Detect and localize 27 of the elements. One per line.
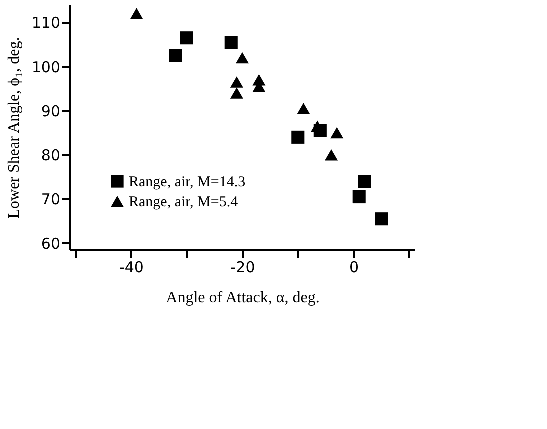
- point: [297, 103, 310, 114]
- y-axis-title: Lower Shear Angle, ϕ₁, deg.: [6, 37, 23, 219]
- x-tick-label: -20: [230, 258, 256, 276]
- y-tick-label: 70: [41, 190, 60, 209]
- point: [358, 175, 372, 188]
- point: [375, 212, 388, 226]
- y-tick-label: 60: [41, 234, 60, 253]
- point: [230, 88, 244, 99]
- legend-label: Range, air, M=14.3: [129, 174, 246, 190]
- point: [236, 52, 250, 64]
- y-tick-label: 90: [41, 102, 60, 120]
- point: [230, 76, 244, 88]
- y-tick-label: 100: [32, 58, 60, 76]
- point: [352, 190, 366, 204]
- point: [180, 32, 194, 45]
- x-tick-label: 0: [350, 258, 360, 276]
- y-tick-label: 110: [32, 14, 60, 32]
- point: [292, 130, 305, 144]
- legend-label: Range, air, M=5.4: [129, 194, 239, 210]
- point: [130, 8, 144, 20]
- point: [169, 49, 182, 62]
- y-tick-label: 80: [41, 146, 60, 165]
- point: [224, 36, 238, 50]
- point: [325, 149, 338, 161]
- x-axis-title: Angle of Attack, α, deg.: [166, 290, 320, 306]
- x-tick-label: -40: [119, 258, 144, 276]
- point: [330, 127, 344, 139]
